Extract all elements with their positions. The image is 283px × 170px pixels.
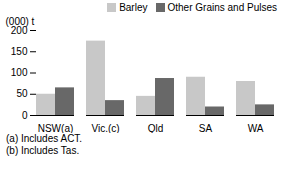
svg-text:150: 150 <box>11 46 28 57</box>
svg-text:WA: WA <box>248 123 264 133</box>
svg-text:0: 0 <box>22 110 28 121</box>
html-text:Other Grains and Pulses: Other Grains and Pulses <box>167 2 277 13</box>
html-text:(b) Includes Tas.: (b) Includes Tas. <box>6 145 80 156</box>
html-text:(a) Includes ACT.: (a) Includes ACT. <box>6 133 83 144</box>
svg-text:100: 100 <box>11 67 28 78</box>
html-text:Barley: Barley <box>119 2 148 13</box>
svg-text:Vic.(c): Vic.(c) <box>91 123 119 133</box>
svg-text:200: 200 <box>10 24 28 36</box>
svg-text:NSW(a): NSW(a) <box>38 123 74 133</box>
svg-text:(000) t: (000) t <box>6 16 35 27</box>
svg-text:50: 50 <box>16 88 28 99</box>
svg-text:Qld: Qld <box>148 123 164 133</box>
svg-text:SA: SA <box>199 123 213 133</box>
